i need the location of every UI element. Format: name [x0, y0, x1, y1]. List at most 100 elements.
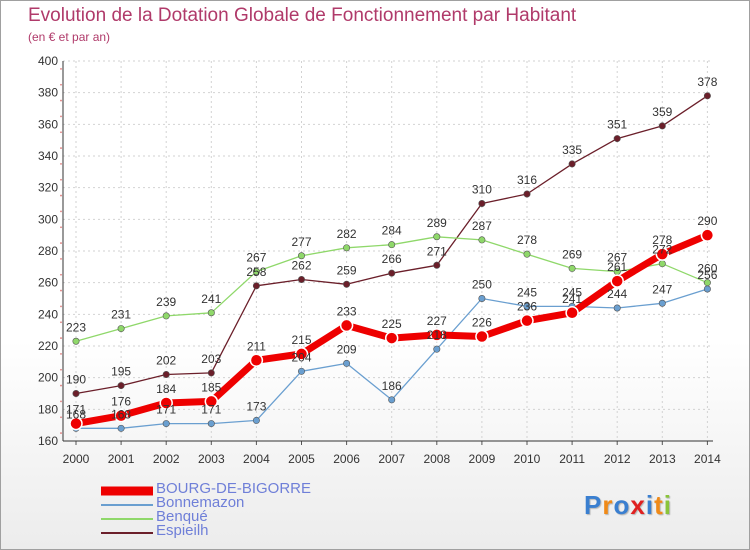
y-tick-label: 180	[38, 402, 58, 416]
data-label-benqu-: 267	[607, 251, 627, 265]
data-point-espieilh	[117, 382, 125, 390]
logo-letter: r	[602, 490, 614, 520]
data-point-espieilh	[252, 282, 260, 290]
line-chart: 160180200220240260280300320340360380400 …	[38, 54, 721, 466]
data-label-espieilh: 378	[697, 75, 717, 89]
data-label-benqu-: 277	[291, 235, 311, 249]
data-label-bourg-de-bigorre: 215	[291, 333, 311, 347]
y-minor-dot	[60, 368, 62, 371]
data-label-espieilh: 203	[201, 352, 221, 366]
y-tick-label: 360	[38, 117, 58, 131]
data-point-espieilh	[297, 275, 305, 283]
data-point-bonnemazon	[252, 416, 260, 424]
y-minor-dot	[60, 289, 62, 292]
data-point-benqu-	[162, 312, 170, 320]
data-label-bonnemazon: 245	[517, 285, 537, 299]
y-axis-ticks: 160 180 200 220 240 260 280 300 320 340 360 380 400	[38, 54, 58, 448]
data-point-bonnemazon	[207, 420, 215, 428]
data-point-benqu-	[568, 264, 576, 272]
data-point-benqu-	[207, 309, 215, 317]
data-label-espieilh: 335	[562, 143, 582, 157]
x-tick-label: 2000	[63, 452, 90, 466]
data-label-benqu-: 282	[337, 227, 357, 241]
x-tick-label: 2013	[649, 452, 676, 466]
data-label-bourg-de-bigorre: 241	[562, 292, 582, 306]
data-label-bonnemazon: 204	[291, 350, 311, 364]
y-minor-dot	[60, 163, 62, 165]
data-point-bourg-de-bigorre	[520, 313, 534, 328]
y-minor-dot	[60, 432, 62, 434]
y-minor-dot	[60, 400, 62, 403]
x-axis-ticks: 2000 2001 2002 2003 2004 2005 2006 2007 2008 2009…	[63, 452, 721, 466]
data-label-bonnemazon: 250	[472, 278, 492, 292]
data-point-bonnemazon	[523, 302, 531, 310]
series-group	[69, 92, 715, 432]
y-minor-dot	[60, 305, 62, 308]
y-minor-dot	[60, 242, 62, 244]
data-label-bourg-de-bigorre: 225	[382, 317, 402, 331]
x-tick-label: 2002	[153, 452, 180, 466]
x-tick-label: 2006	[333, 452, 360, 466]
data-point-benqu-	[343, 244, 351, 252]
data-label-benqu-: 289	[427, 216, 447, 230]
data-point-espieilh	[433, 261, 441, 269]
data-point-benqu-	[252, 268, 260, 276]
y-tick-label: 200	[38, 371, 58, 385]
data-point-bourg-de-bigorre	[294, 347, 309, 361]
legend-swatch-espieilh	[101, 532, 153, 534]
y-tick-label: 220	[38, 339, 58, 353]
data-label-espieilh: 190	[66, 373, 86, 387]
data-label-espieilh: 316	[517, 173, 537, 187]
logo-letter: x	[630, 490, 646, 520]
y-minor-dot	[60, 210, 62, 213]
data-point-benqu-	[523, 250, 531, 258]
x-tick-label: 2001	[108, 452, 135, 466]
data-label-bourg-de-bigorre: 227	[427, 314, 447, 328]
data-label-benqu-: 267	[246, 251, 266, 265]
data-point-benqu-	[478, 236, 486, 244]
data-point-bourg-de-bigorre	[655, 247, 670, 261]
data-point-bourg-de-bigorre	[249, 353, 264, 367]
y-minor-dot	[60, 68, 62, 70]
logo-letter: i	[663, 490, 672, 520]
data-point-bourg-de-bigorre	[430, 328, 444, 342]
legend-label-bourg-de-bigorre: BOURG-DE-BIGORRE	[156, 480, 312, 497]
x-tick-label: 2011	[559, 452, 585, 466]
data-point-benqu-	[117, 325, 125, 333]
data-point-benqu-	[72, 337, 80, 345]
y-tick-label: 240	[38, 307, 58, 321]
data-label-bourg-de-bigorre: 171	[66, 403, 86, 417]
data-point-bourg-de-bigorre	[475, 329, 489, 344]
data-point-bonnemazon	[478, 294, 486, 302]
data-point-bourg-de-bigorre	[384, 331, 399, 345]
x-tick-label: 2008	[423, 452, 450, 466]
legend-label-benque: Benqué	[156, 508, 208, 525]
data-point-espieilh	[388, 269, 396, 277]
data-label-espieilh: 258	[246, 265, 266, 279]
y-tick-label: 260	[38, 276, 58, 290]
legend-swatch-bonnemazon	[101, 504, 153, 506]
data-point-bonnemazon	[658, 299, 666, 307]
data-label-bonnemazon: 245	[562, 285, 582, 299]
data-label-bourg-de-bigorre: 278	[652, 233, 672, 247]
data-label-benqu-: 287	[472, 219, 492, 233]
y-tick-label: 280	[38, 244, 58, 258]
data-point-bourg-de-bigorre	[204, 394, 219, 409]
data-point-bonnemazon	[433, 345, 441, 353]
data-point-bonnemazon	[613, 304, 621, 312]
data-label-benqu-: 223	[66, 320, 86, 334]
data-point-benqu-	[658, 260, 666, 268]
data-label-espieilh: 271	[427, 244, 447, 258]
logo-letter: o	[613, 490, 631, 520]
logo-letter: P	[584, 490, 603, 520]
data-point-bourg-de-bigorre	[114, 408, 128, 423]
y-tick-label: 340	[38, 149, 58, 163]
data-point-bonnemazon	[343, 359, 351, 367]
data-label-benqu-: 284	[382, 224, 402, 238]
axes	[60, 61, 713, 445]
data-point-bonnemazon	[703, 285, 711, 293]
data-label-benqu-: 231	[111, 308, 131, 322]
x-tick-label: 2007	[378, 452, 405, 466]
proxiti-logo: Proxiti	[584, 490, 672, 521]
data-point-espieilh	[613, 135, 621, 143]
